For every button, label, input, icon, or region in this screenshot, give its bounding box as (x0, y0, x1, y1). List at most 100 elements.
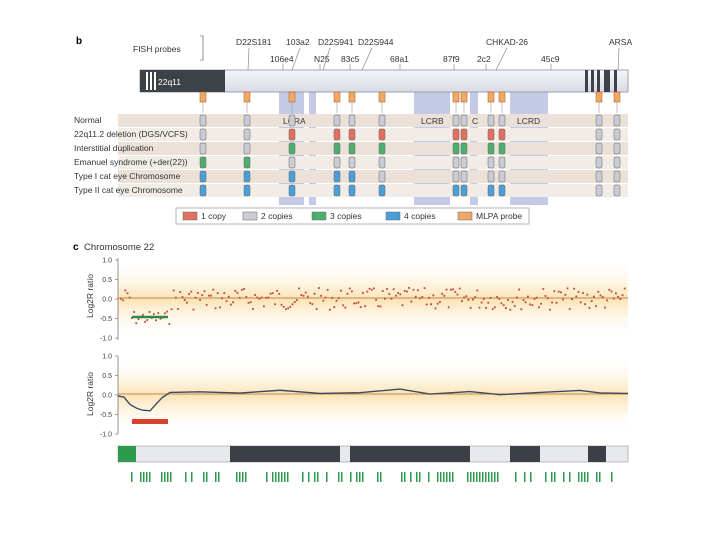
y-tick-label: -0.5 (100, 316, 112, 323)
copy-cell (333, 156, 341, 169)
scatter-point (531, 304, 534, 307)
probe-tick (185, 472, 187, 482)
scatter-point (476, 289, 479, 292)
copy-cell (288, 170, 296, 183)
scatter-point (346, 292, 349, 295)
probe-tick (584, 472, 586, 482)
copy-number-cells (199, 114, 621, 197)
scatter-point (280, 303, 283, 306)
copy-cell (378, 114, 386, 127)
scatter-point (522, 299, 525, 302)
probe-tick (467, 472, 469, 482)
scatter-point (564, 293, 567, 296)
probe-tick (380, 472, 382, 482)
scatter-point (313, 292, 316, 295)
row-backgrounds (118, 114, 628, 197)
scatter-point (588, 306, 591, 309)
copy-cell (487, 170, 495, 183)
scatter-point (388, 293, 391, 295)
copy-cell (243, 184, 251, 197)
copy-cell (288, 128, 296, 141)
scatter-point (604, 306, 606, 309)
probe-tick (167, 472, 169, 482)
probe-tick (410, 472, 412, 482)
probe-label: CHKAD-26 (486, 37, 528, 47)
copy-cell (498, 114, 506, 127)
copy-cell (378, 156, 386, 169)
probe-tick (350, 472, 352, 482)
scatter-point (443, 294, 446, 297)
scatter-point (168, 323, 171, 325)
scatter-point (144, 320, 146, 323)
legend-label: MLPA probe (476, 211, 522, 221)
scatter-point (287, 307, 289, 310)
mlpa-probes-top (199, 91, 621, 113)
scatter-point (175, 296, 177, 299)
scatter-point (159, 317, 162, 320)
scatter-point (357, 301, 360, 304)
scatter-point (133, 311, 135, 313)
copy-cell (613, 128, 621, 141)
scatter-point (318, 287, 320, 289)
probe-tick (266, 472, 268, 482)
scatter-point (566, 287, 569, 290)
y-tick-label: -1.0 (100, 336, 112, 343)
scatter-point (190, 290, 193, 293)
probe-tick (362, 472, 364, 482)
scatter-point (608, 288, 611, 291)
probe-label: N25 (314, 54, 330, 64)
mlpa-probe (199, 91, 207, 103)
probe-tick (143, 472, 145, 482)
scatter-point (263, 305, 265, 308)
scatter-point (298, 287, 300, 290)
scatter-point (450, 288, 452, 291)
copy-cell (288, 142, 296, 155)
copy-cell (613, 114, 621, 127)
scatter-point (201, 294, 204, 297)
scatter-point (397, 292, 399, 294)
probe-tick (497, 472, 499, 482)
scatter-point (601, 296, 604, 298)
scatter-point (164, 312, 166, 315)
scatter-point (454, 291, 457, 293)
scatter-point (252, 308, 254, 310)
scatter-point (593, 295, 595, 298)
scatter-point (146, 319, 149, 322)
legend-label: 3 copies (330, 211, 362, 221)
legend-label: 4 copies (404, 211, 436, 221)
probe-tick (446, 472, 448, 482)
legend-swatch (385, 211, 401, 221)
mlpa-probe (243, 91, 251, 103)
scatter-point (401, 304, 404, 307)
scatter-point (128, 296, 131, 299)
copy-cell (348, 114, 356, 127)
probe-tick (338, 472, 340, 482)
copy-cell (460, 128, 468, 141)
scatter-point (135, 322, 138, 325)
scatter-point (285, 308, 287, 311)
legend-swatch (242, 211, 258, 221)
probe-tick (494, 472, 496, 482)
scatter-point (282, 305, 285, 308)
row-label: Type I cat eye Chromosome (74, 171, 181, 181)
scatter-point (315, 308, 318, 310)
scatter-point (447, 306, 450, 309)
probe-tick (218, 472, 220, 482)
scatter-point (375, 298, 377, 301)
segment-line (117, 388, 629, 412)
scatter-point (296, 299, 298, 301)
scatter-point (403, 290, 406, 292)
copy-cell (460, 156, 468, 169)
probe-tick (545, 472, 547, 482)
scatter-point (496, 296, 498, 298)
probe-label: ARSA (609, 37, 632, 47)
copy-cell (333, 114, 341, 127)
scatter-point (186, 301, 188, 304)
copy-cell (333, 170, 341, 183)
scatter-point (597, 290, 600, 293)
scatter-point (241, 288, 243, 291)
legend-label: 2 copies (261, 211, 293, 221)
scatter-point (351, 290, 353, 293)
scatter-point (269, 292, 272, 295)
probe-tick (341, 472, 343, 482)
